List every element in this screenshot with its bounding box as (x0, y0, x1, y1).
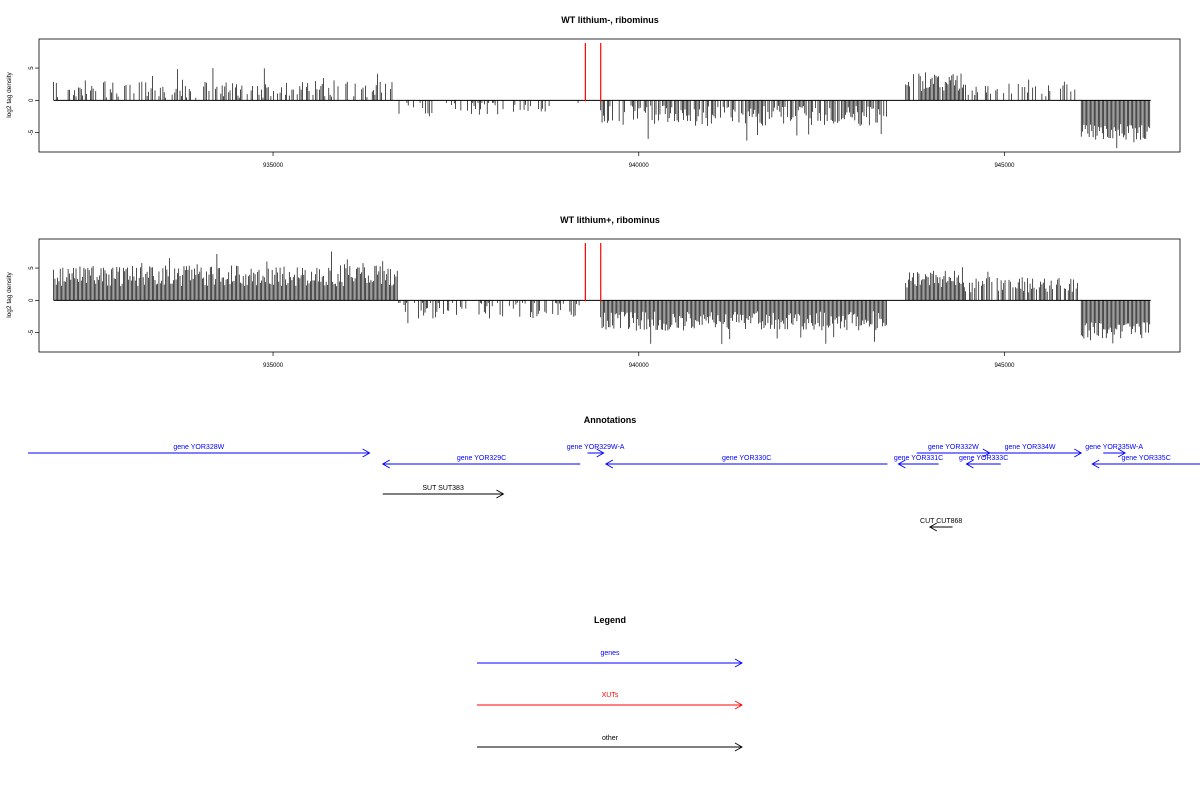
y-tick-label: 0 (29, 298, 35, 302)
panel-title: WT lithium-, ribominus (561, 15, 659, 25)
feature-arrowhead (596, 448, 605, 458)
legend-title: Legend (594, 615, 626, 625)
panel-title: WT lithium+, ribominus (560, 215, 660, 225)
annotation-feature: gene YOR335W-A (1085, 444, 1143, 458)
legend-item-other: other (477, 735, 743, 752)
annotation-feature: gene YOR331C (894, 455, 943, 469)
annotation-feature: CUT CUT868 (920, 518, 962, 532)
annotation-feature: SUT SUT383 (382, 485, 505, 499)
feature-label: gene YOR332W (928, 444, 979, 451)
xut-markers (584, 43, 602, 102)
feature-label: gene YOR328W (173, 444, 224, 451)
y-tick-label: 0 (29, 98, 35, 102)
x-tick-label: 935000 (263, 363, 284, 369)
legend-label: other (602, 735, 619, 742)
annotation-feature: gene YOR328W (28, 444, 371, 458)
feature-arrowhead (362, 448, 371, 458)
feature-arrowhead (1117, 448, 1127, 458)
feature-arrowhead (1091, 459, 1100, 469)
legend-item-xuts: XUTs (477, 692, 743, 710)
plot-frame (38, 238, 1181, 353)
annotations-title: Annotations (584, 415, 637, 425)
y-tick-label: 5 (29, 266, 35, 270)
annotation-feature: gene YOR335C (1091, 455, 1200, 469)
feature-arrowhead (897, 459, 906, 469)
feature-label: gene YOR333C (959, 455, 1008, 462)
legend-label: XUTs (602, 692, 619, 699)
feature-label: gene YOR329C (457, 455, 506, 462)
legend-label: genes (600, 650, 620, 657)
axes: -5 0 5 935000 940000 945000 (29, 66, 1151, 169)
y-tick-label: -5 (29, 129, 35, 135)
x-tick-label: 940000 (629, 363, 650, 369)
coverage-bars (53, 68, 1151, 149)
annotation-feature: gene YOR330C (604, 455, 888, 469)
feature-arrowhead (1074, 448, 1083, 458)
y-tick-label: -5 (29, 329, 35, 335)
feature-label: gene YOR329W-A (567, 444, 625, 451)
axes: -5 0 5 935000 940000 945000 (29, 266, 1151, 369)
legend-item-genes: genes (477, 650, 743, 668)
x-tick-label: 940000 (629, 163, 650, 169)
feature-label: gene YOR335C (1121, 455, 1170, 462)
y-tick-label: 5 (29, 66, 35, 70)
annotation-feature: gene YOR329W-A (567, 444, 625, 458)
feature-arrowhead (381, 459, 390, 469)
x-tick-label: 945000 (994, 163, 1015, 169)
coverage-bars (53, 251, 1151, 345)
annotation-feature: gene YOR333C (959, 455, 1008, 469)
feature-label: gene YOR335W-A (1085, 444, 1143, 451)
xut-markers (584, 243, 602, 302)
plot-frame (38, 38, 1181, 153)
annotation-feature: gene YOR334W (978, 444, 1083, 458)
x-tick-label: 935000 (263, 163, 284, 169)
feature-label: gene YOR331C (894, 455, 943, 462)
legend: Legend genes XUTs other (477, 615, 743, 752)
x-tick-label: 945000 (994, 363, 1015, 369)
feature-arrowhead (928, 522, 938, 532)
legend-arrowhead (734, 742, 743, 752)
feature-label: gene YOR330C (722, 455, 771, 462)
y-axis-label: log2 tag density (6, 271, 13, 317)
y-axis-label: log2 tag density (6, 71, 13, 117)
feature-label: gene YOR334W (1005, 444, 1056, 451)
legend-arrowhead (734, 658, 743, 668)
feature-arrowhead (604, 459, 614, 469)
coverage-panel-lithium-minus: WT lithium-, ribominus log2 tag density … (6, 15, 1181, 169)
annotation-feature: gene YOR329C (381, 455, 581, 469)
feature-arrowhead (965, 459, 974, 469)
feature-label: CUT CUT868 (920, 518, 962, 525)
feature-arrowhead (496, 489, 505, 499)
coverage-panel-lithium-plus: WT lithium+, ribominus log2 tag density … (6, 215, 1181, 369)
legend-arrowhead (734, 700, 743, 710)
feature-label: SUT SUT383 (422, 485, 464, 492)
annotation-features: gene YOR328W gene YOR329C gene YOR329W-A ge… (28, 444, 1200, 532)
